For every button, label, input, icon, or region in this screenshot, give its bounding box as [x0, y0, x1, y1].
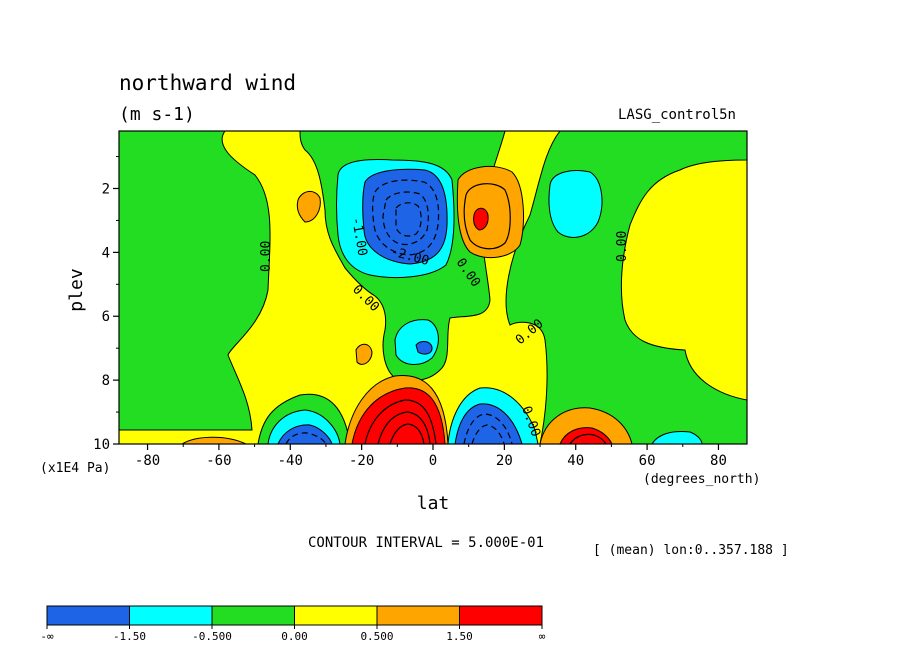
fill-band-below-neg1.5-upper — [362, 168, 448, 265]
chart-title: northward wind — [119, 71, 296, 95]
x-tick-label: -60 — [206, 453, 231, 469]
y-tick-label: 8 — [102, 373, 110, 389]
x-axis-units: (degrees_north) — [643, 472, 760, 487]
legend-label: -1.50 — [113, 630, 146, 643]
fill-band-0.5-to-1.5-small-mid — [355, 343, 373, 365]
legend-label: 0.00 — [281, 630, 308, 643]
x-tick-label: -80 — [135, 453, 160, 469]
legend-swatch — [129, 605, 213, 626]
legend-label: -0.500 — [192, 630, 232, 643]
plot-area — [119, 131, 747, 444]
fill-band-below-neg1.5-lower-south — [277, 424, 333, 444]
x-axis-ticks: -80 -60 -40 -20 0 20 40 60 80 — [135, 444, 727, 469]
legend-swatch — [46, 605, 130, 626]
legend-swatch — [211, 605, 295, 626]
legend-label: -∞ — [40, 630, 54, 643]
x-tick-label: -40 — [278, 453, 303, 469]
color-legend: -∞ -1.50 -0.500 0.00 0.500 1.50 ∞ — [40, 605, 546, 643]
fill-band-above-1.5-lower-south — [351, 387, 446, 444]
legend-swatch — [376, 605, 460, 626]
fill-band-above-1.5-upper — [473, 207, 489, 231]
contour-label: 0.00 — [615, 231, 630, 262]
legend-label: 1.50 — [446, 630, 473, 643]
x-tick-label: 80 — [710, 453, 727, 469]
y-tick-label: 6 — [102, 309, 110, 325]
y-tick-label: 4 — [102, 245, 110, 261]
y-axis-ticks: 2 4 6 8 10 — [93, 156, 119, 453]
contour-label: 0.00 — [259, 241, 274, 272]
negative-contour-lines — [285, 179, 513, 444]
y-axis-units: (x1E4 Pa) — [40, 461, 110, 476]
dataset-label: LASG_control5n — [618, 107, 736, 123]
x-tick-label: 40 — [567, 453, 584, 469]
legend-swatch — [294, 605, 378, 626]
x-tick-label: 20 — [496, 453, 513, 469]
x-tick-label: -20 — [349, 453, 374, 469]
x-tick-label: 0 — [429, 453, 437, 469]
fill-band-neg1.5-to-neg0.5-lower-north — [651, 431, 703, 444]
contour-label: -1.00 — [348, 216, 370, 257]
positive-contour-lines — [364, 183, 607, 444]
chart-subtitle: (m s-1) — [119, 104, 195, 125]
y-tick-label: 2 — [102, 181, 110, 197]
x-axis-title: lat — [417, 493, 450, 514]
fill-band-neg1.5-to-neg0.5-north — [548, 170, 603, 238]
legend-swatch — [459, 605, 543, 626]
mean-text: [ (mean) lon:0..357.188 ] — [593, 543, 789, 558]
y-tick-label: 10 — [93, 437, 110, 453]
fill-band-below-neg1.5-mid — [415, 341, 433, 355]
fill-band-0.5-to-1.5-lower-north — [539, 407, 633, 444]
fill-band-0.5-to-1.5-small-west — [296, 191, 321, 223]
fill-band-0.5-to-1.5-upper — [456, 166, 524, 259]
x-tick-label: 60 — [639, 453, 656, 469]
fill-band-below-neg1.5-lower-center — [454, 403, 523, 444]
legend-label: 0.500 — [360, 630, 393, 643]
fill-band-neg0.5-to-0-southern — [119, 131, 271, 431]
legend-label: ∞ — [539, 630, 546, 643]
contour-interval-text: CONTOUR INTERVAL = 5.000E-01 — [308, 535, 544, 551]
y-axis-title: plev — [66, 268, 87, 311]
